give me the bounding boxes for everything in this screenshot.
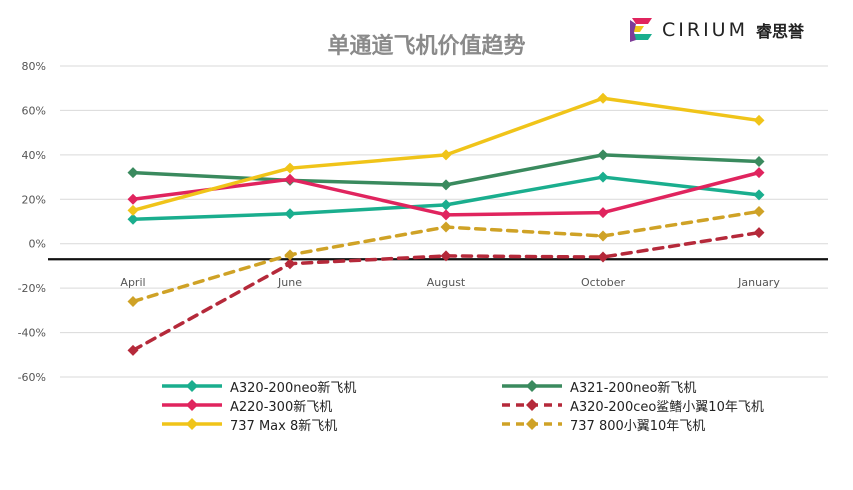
legend-swatch [162,418,222,430]
legend-label: A321-200neo新飞机 [570,380,697,396]
logo-chinese-name: 睿思誉 [755,22,804,41]
x-tick-label: June [277,276,302,289]
legend-swatch [502,399,562,411]
series-3 [127,227,765,356]
logo-wordmark: CIRIUM [662,19,748,41]
legend-item: 737 Max 8新飞机 [160,414,337,434]
data-point [127,295,139,307]
legend-label: A220-300新飞机 [230,399,333,415]
legend-swatch [162,380,222,392]
legend-swatch [502,380,562,392]
data-point [753,114,765,126]
legend-label: A320-200neo新飞机 [230,380,357,396]
y-axis-ticks: 80% 60% 40% 20% 0% -20% -40% -60% [18,60,46,384]
data-point [753,227,765,239]
legend-item: A320-200neo新飞机 [160,376,356,396]
legend-label: 737 Max 8新飞机 [230,418,338,434]
data-point [284,208,296,220]
data-point [284,258,296,270]
data-point [440,149,452,161]
y-tick-label: 20% [22,193,46,206]
x-tick-label: January [737,276,780,289]
x-tick-label: October [581,276,625,289]
series-0 [127,171,765,225]
x-tick-label: August [427,276,466,289]
data-point [284,162,296,174]
data-point [127,344,139,356]
legend-item: A220-300新飞机 [160,395,332,415]
data-point [597,230,609,242]
data-point [127,193,139,205]
x-axis-ticks: April June August October January [120,276,780,289]
y-tick-label: 40% [22,149,46,162]
data-point [753,156,765,168]
data-point [284,173,296,185]
chart-series [127,92,765,356]
series-1 [127,149,765,191]
data-point [440,221,452,233]
chart-title: 单通道飞机价值趋势 [327,34,526,59]
y-tick-label: -40% [18,327,46,340]
y-tick-label: -20% [18,282,46,295]
series-4 [127,92,765,216]
data-point [597,92,609,104]
data-point [440,199,452,211]
legend-item: A320-200ceo鲨鳍小翼10年飞机 [500,395,764,415]
data-point [440,209,452,221]
legend-swatch [162,399,222,411]
data-point [127,167,139,179]
data-point [753,167,765,179]
legend-item: A321-200neo新飞机 [500,376,696,396]
data-point [284,249,296,261]
data-point [597,171,609,183]
x-tick-label: April [120,276,145,289]
data-point [440,179,452,191]
data-point [597,207,609,219]
y-tick-label: -60% [18,371,46,384]
series-2 [127,167,765,221]
legend-swatch [502,418,562,430]
data-point [127,213,139,225]
cirium-logo: CIRIUM 睿思誉 [628,10,804,50]
legend-item: 737 800小翼10年飞机 [500,414,705,434]
cirium-logo-icon [630,18,652,42]
legend-label: A320-200ceo鲨鳍小翼10年飞机 [570,399,764,415]
data-point [753,189,765,201]
y-tick-label: 0% [29,238,46,251]
data-point [127,204,139,216]
data-point [597,149,609,161]
y-tick-label: 80% [22,60,46,73]
data-point [597,251,609,263]
data-point [753,206,765,218]
legend-label: 737 800小翼10年飞机 [570,418,706,434]
y-tick-label: 60% [22,104,46,117]
series-5 [127,206,765,307]
data-point [440,250,452,262]
